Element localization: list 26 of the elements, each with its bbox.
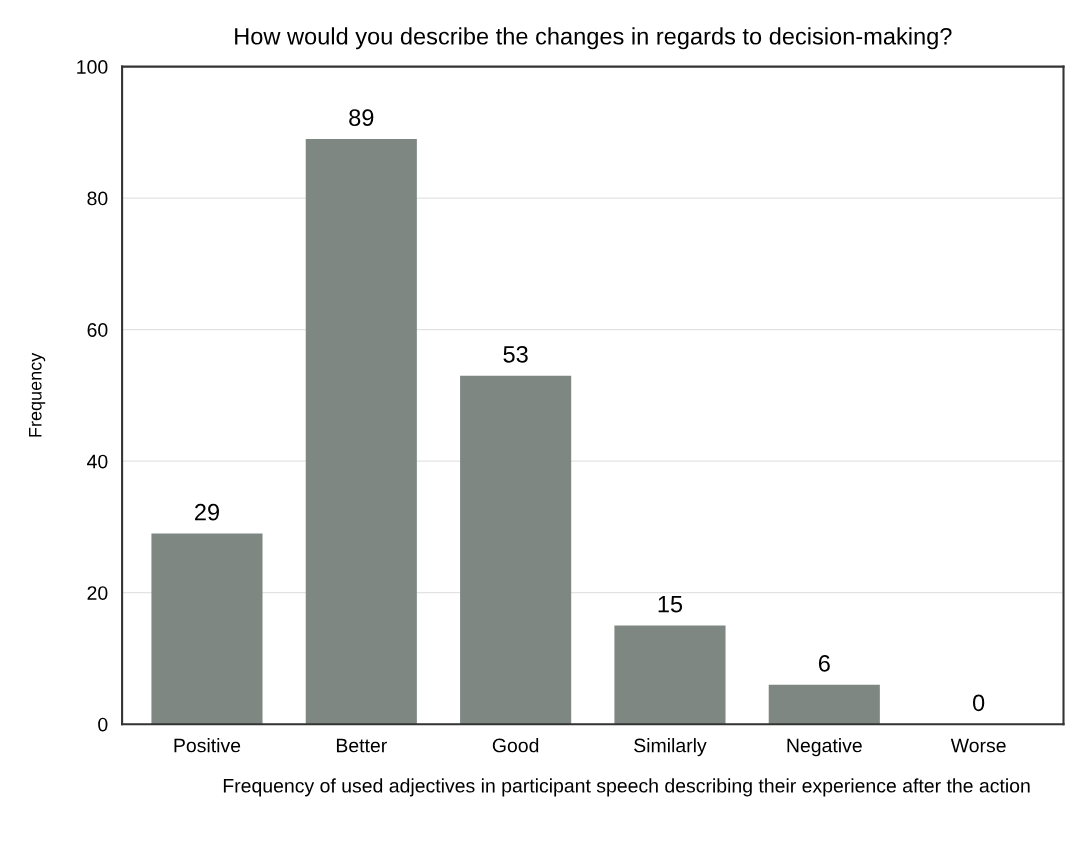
- y-tick-label: 20: [87, 586, 108, 600]
- y-tick-label: 0: [98, 717, 108, 732]
- y-tick-label: 100: [77, 60, 108, 74]
- bar: [151, 533, 263, 725]
- x-tick-label: Similarly: [634, 738, 707, 757]
- y-tick-label: 80: [87, 191, 108, 206]
- x-tick-label: Better: [336, 738, 387, 753]
- x-tick-label: Worse: [950, 738, 1006, 753]
- y-tick-label: 40: [87, 454, 108, 469]
- bar: [460, 375, 572, 725]
- x-tick-label: Good: [492, 738, 539, 753]
- data-label: 0: [972, 694, 985, 712]
- data-label: 53: [503, 345, 528, 363]
- data-label: 15: [658, 596, 683, 613]
- data-label: 6: [818, 655, 830, 672]
- x-tick-label: Negative: [787, 738, 862, 757]
- chart-title: How would you describe the changes in regards to decision-making?: [235, 27, 952, 50]
- x-axis-title: Frequency of used adjectives in participant speech describing their experience after the action: [223, 778, 1030, 797]
- bar: [305, 138, 417, 725]
- data-label: 29: [195, 503, 219, 521]
- y-axis-title: Frequency: [29, 352, 46, 437]
- x-tick-label: Positive: [174, 738, 241, 753]
- data-label: 89: [349, 109, 374, 126]
- y-tick-label: 60: [87, 323, 108, 337]
- bar: [614, 625, 726, 725]
- bar: [768, 684, 880, 725]
